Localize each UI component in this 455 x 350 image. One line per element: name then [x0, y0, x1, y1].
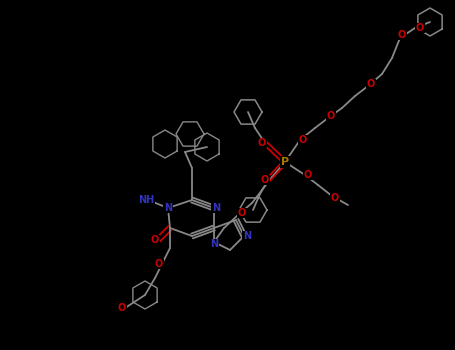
Text: O: O: [299, 135, 307, 145]
Text: O: O: [331, 193, 339, 203]
Text: NH: NH: [138, 195, 154, 205]
Text: O: O: [398, 30, 406, 40]
Text: P: P: [281, 157, 289, 167]
Text: O: O: [367, 79, 375, 89]
Text: N: N: [164, 203, 172, 213]
Text: O: O: [327, 111, 335, 121]
Text: O: O: [261, 175, 269, 185]
Text: O: O: [258, 138, 266, 148]
Text: O: O: [151, 235, 159, 245]
Text: N: N: [210, 239, 218, 249]
Text: O: O: [155, 259, 163, 269]
Text: O: O: [118, 303, 126, 313]
Text: N: N: [243, 231, 251, 241]
Text: O: O: [238, 208, 246, 218]
Text: O: O: [304, 170, 312, 180]
Text: O: O: [416, 23, 424, 33]
Text: N: N: [212, 203, 220, 213]
